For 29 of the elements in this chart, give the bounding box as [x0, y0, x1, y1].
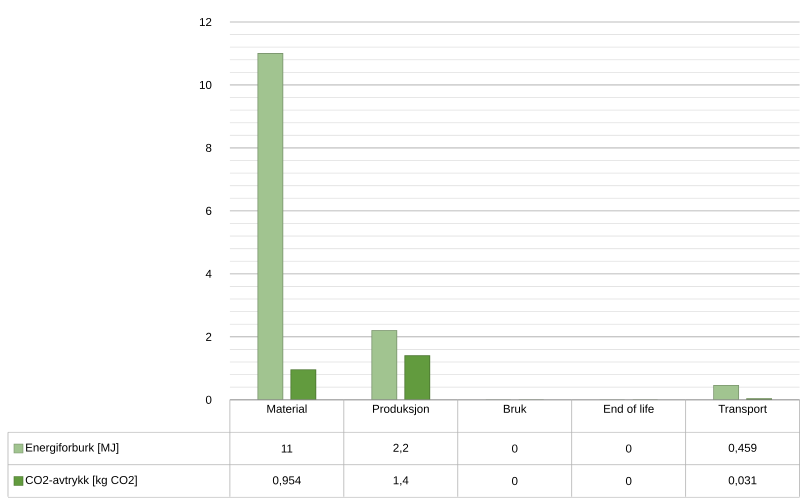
y-tick-label: 2	[206, 332, 212, 342]
data-label: 0	[512, 477, 518, 486]
y-tick-label: 10	[200, 81, 212, 90]
legend-label: Energiforburk [MJ]	[26, 443, 118, 454]
data-label: 0,954	[272, 476, 301, 486]
x-tick-label: Produksjon	[372, 404, 429, 416]
bar	[371, 330, 398, 400]
x-tick-label: Transport	[718, 405, 767, 416]
data-label: 0,031	[728, 476, 756, 486]
x-tick-label: Material	[267, 404, 307, 414]
y-tick-label: 12	[200, 18, 212, 26]
legend-label: CO2-avtrykk [kg CO2]	[26, 476, 137, 487]
data-label: 0	[512, 444, 518, 453]
data-label: 1,4	[394, 476, 408, 486]
bar	[713, 385, 740, 400]
x-tick-label: End of life	[604, 404, 654, 414]
data-label: 0,459	[728, 444, 756, 454]
x-tick-label: Bruk	[504, 404, 527, 414]
y-tick-label: 0	[206, 396, 212, 404]
bar	[404, 355, 430, 400]
data-label: 11	[282, 444, 292, 453]
y-tick-label: 4	[206, 270, 212, 278]
y-tick-label: 6	[206, 206, 212, 216]
bar	[290, 370, 316, 400]
data-label: 2,2	[393, 444, 408, 454]
bar	[257, 53, 284, 400]
data-label: 0	[626, 477, 632, 486]
data-label: 0	[626, 444, 632, 453]
y-tick-label: 8	[206, 144, 212, 152]
